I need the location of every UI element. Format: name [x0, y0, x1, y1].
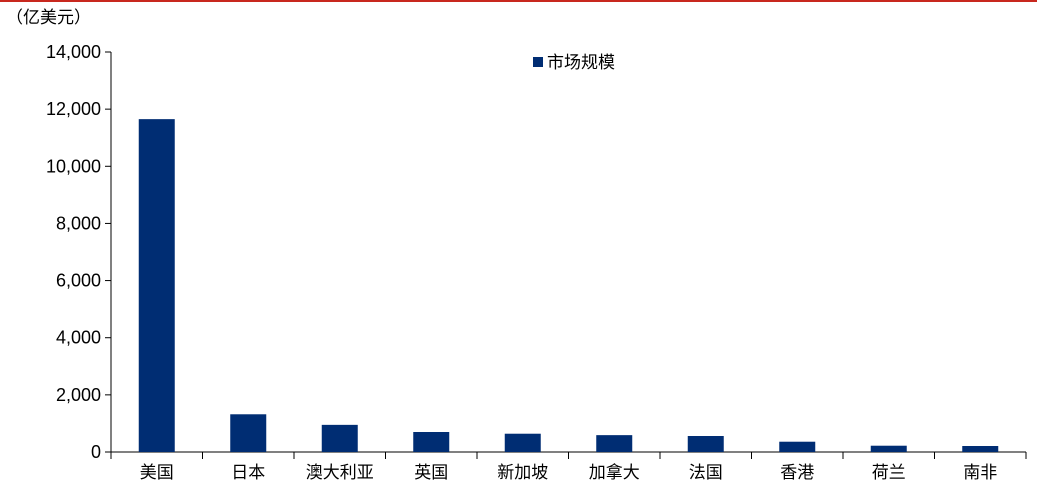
x-tick-label: 澳大利亚 [306, 463, 374, 483]
legend-label: 市场规模 [547, 53, 615, 73]
y-axis: 0 2,000 4,000 6,000 8,000 10,000 12,000 14,000 [46, 42, 112, 462]
x-tick-label: 美国 [140, 463, 174, 483]
legend-swatch [533, 57, 543, 67]
bar [687, 436, 724, 452]
y-tick-label: 6,000 [56, 271, 101, 291]
y-tick-label: 8,000 [56, 213, 101, 233]
y-tick-label: 10,000 [46, 156, 101, 176]
unit-label: （亿美元） [6, 8, 91, 28]
y-tick-label: 2,000 [56, 385, 101, 405]
header-rule [0, 0, 1037, 2]
bar [230, 414, 267, 452]
x-tick-label: 日本 [231, 463, 265, 483]
bar [962, 446, 999, 452]
bar [321, 424, 358, 452]
x-tick-label: 法国 [689, 463, 723, 483]
x-tick-label: 加拿大 [589, 462, 640, 483]
bar-series [138, 119, 999, 453]
bar [779, 441, 816, 452]
x-tick-label: 新加坡 [497, 463, 548, 483]
legend: 市场规模 [533, 53, 615, 73]
x-tick-label: 英国 [414, 463, 448, 483]
x-axis: 美国 日本 澳大利亚 英国 新加坡 加拿大 法国 香港 荷兰 南非 [110, 451, 1027, 483]
y-tick-label: 0 [91, 442, 101, 462]
bar [138, 119, 175, 453]
x-tick-label: 荷兰 [872, 463, 906, 483]
bar [413, 432, 450, 452]
bar [870, 445, 907, 452]
bar [596, 435, 633, 452]
x-tick-label: 南非 [963, 463, 997, 483]
y-tick-label: 12,000 [46, 99, 101, 119]
y-tick-label: 4,000 [56, 328, 101, 348]
x-tick-label: 香港 [780, 463, 814, 483]
y-tick-label: 14,000 [46, 42, 101, 62]
bar [504, 433, 541, 452]
